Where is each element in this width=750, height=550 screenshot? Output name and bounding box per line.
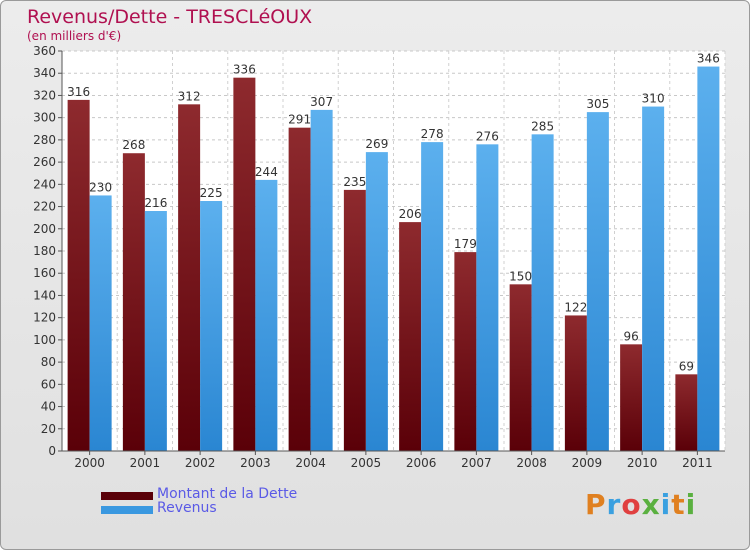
x-tick-label: 2010: [627, 456, 658, 470]
data-label: 278: [421, 127, 444, 141]
data-label: 206: [399, 207, 422, 221]
bar-dette: [288, 127, 311, 452]
x-tick-label: 2005: [351, 456, 382, 470]
legend-swatch-revenus: [101, 506, 153, 514]
data-label: 244: [255, 165, 278, 179]
proxiti-logo: Proxiti: [585, 488, 696, 521]
data-label: 225: [200, 186, 223, 200]
y-tick-label: 320: [33, 88, 56, 102]
data-label: 96: [623, 329, 638, 343]
bar-dette: [233, 77, 256, 452]
bar-revenus: [144, 211, 167, 451]
y-tick-label: 300: [33, 111, 56, 125]
data-label: 235: [343, 175, 366, 189]
bar-revenus: [255, 179, 278, 451]
y-tick-label: 120: [33, 311, 56, 325]
bar-dette: [675, 374, 698, 451]
data-label: 276: [476, 129, 499, 143]
y-tick-label: 280: [33, 133, 56, 147]
bar-dette: [564, 315, 587, 451]
y-tick-label: 260: [33, 155, 56, 169]
legend-swatch-dette: [101, 492, 153, 500]
bar-revenus: [200, 201, 223, 451]
legend-label-revenus: Revenus: [157, 500, 217, 516]
data-label: 122: [564, 300, 587, 314]
y-tick-label: 100: [33, 333, 56, 347]
bar-dette: [509, 284, 532, 451]
y-tick-label: 140: [33, 288, 56, 302]
legend-label-dette: Montant de la Dette: [157, 486, 298, 502]
logo-letter: i: [685, 488, 697, 521]
data-label: 230: [89, 180, 112, 194]
y-tick-label: 220: [33, 200, 56, 214]
x-tick-label: 2007: [461, 456, 492, 470]
data-label: 336: [233, 63, 256, 77]
x-tick-label: 2009: [572, 456, 603, 470]
bar-dette: [122, 153, 145, 451]
y-tick-label: 20: [41, 422, 56, 436]
data-label: 285: [531, 119, 554, 133]
data-label: 269: [365, 137, 388, 151]
bar-dette: [343, 189, 366, 451]
data-label: 316: [67, 85, 90, 99]
y-tick-label: 160: [33, 266, 56, 280]
axes: 0 20 40 60 80 100 120 140 160 180 200 220 240 260 280 3…: [33, 44, 725, 470]
bar-revenus: [642, 106, 665, 452]
logo-letter: o: [621, 488, 642, 521]
logo-letter: P: [585, 488, 607, 521]
y-tick-label: 0: [48, 444, 56, 458]
x-tick-label: 2002: [185, 456, 216, 470]
bar-dette: [178, 104, 201, 451]
x-tick-label: 2004: [295, 456, 326, 470]
x-tick-label: 2001: [130, 456, 161, 470]
x-tick-label: 2008: [516, 456, 547, 470]
data-label: 216: [144, 196, 167, 210]
y-tick-label: 340: [33, 66, 56, 80]
bar-revenus: [310, 109, 333, 451]
y-tick-label: 80: [41, 355, 56, 369]
y-tick-label: 240: [33, 177, 56, 191]
data-label: 312: [178, 89, 201, 103]
bar-revenus: [476, 144, 499, 452]
data-label: 346: [697, 52, 720, 66]
data-label: 179: [454, 237, 477, 251]
x-tick-label: 2006: [406, 456, 437, 470]
data-labels: 316 230 268 216 312 225 336 244 291 307 235 269 206 2…: [67, 52, 720, 374]
logo-letter: t: [671, 488, 686, 521]
grid-lines: [61, 50, 726, 452]
bar-revenus: [89, 195, 112, 451]
y-tick-label: 200: [33, 222, 56, 236]
bar-revenus: [697, 66, 720, 452]
chart-title: Revenus/Dette - TRESCLéOUX: [27, 6, 313, 28]
x-tick-label: 2000: [74, 456, 105, 470]
logo-letter: r: [606, 488, 622, 521]
y-tick-label: 360: [33, 44, 56, 58]
data-label: 69: [679, 359, 694, 373]
bar-revenus: [365, 152, 388, 451]
y-tick-label: 60: [41, 377, 56, 391]
data-label: 310: [642, 92, 665, 106]
data-label: 268: [122, 138, 145, 152]
bar-revenus: [586, 112, 609, 451]
data-label: 150: [509, 269, 532, 283]
bar-revenus: [531, 134, 554, 452]
data-label: 307: [310, 95, 333, 109]
x-tick-label: 2003: [240, 456, 271, 470]
bar-dette: [67, 99, 90, 451]
logo-letter: x: [641, 488, 661, 521]
bar-dette: [454, 252, 477, 451]
logo-letter: i: [660, 488, 672, 521]
x-tick-label: 2011: [682, 456, 713, 470]
data-label: 291: [288, 113, 311, 127]
y-tick-label: 180: [33, 244, 56, 258]
bar-dette: [620, 344, 643, 451]
y-tick-label: 40: [41, 400, 56, 414]
data-label: 305: [586, 97, 609, 111]
chart-subtitle: (en milliers d'€): [27, 29, 122, 43]
bars: [67, 66, 720, 452]
bar-revenus: [421, 142, 444, 451]
bar-dette: [399, 222, 422, 451]
